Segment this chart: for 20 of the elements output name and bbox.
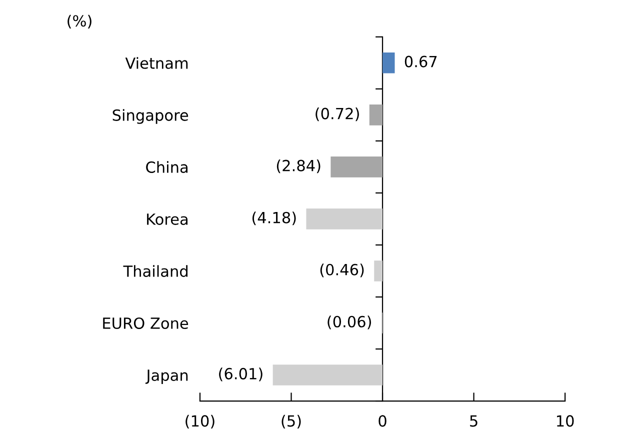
y-axis-title: (%) [68,14,92,28]
y-tick-label: Singapore [112,109,188,124]
y-tick-label: EURO Zone [103,317,188,330]
data-label: (0.46) [320,264,364,278]
y-tick-label: China [146,161,188,173]
x-tick-label: (10) [186,414,214,429]
y-tick-label: Vietnam [125,57,188,69]
y-tick-label: Thailand [123,265,188,277]
y-tick-label: Japan [145,370,188,384]
data-label: (0.72) [316,108,359,122]
data-label: (0.06) [328,316,371,330]
x-tick-label: 10 [557,415,574,427]
x-tick-label: (5) [282,414,301,429]
x-tick-label: 0 [378,415,386,427]
data-label: (2.84) [276,160,320,174]
data-label: (4.18) [252,212,296,226]
data-label: (6.01) [219,368,262,382]
x-tick-label: 5 [470,415,478,427]
y-tick-label: Korea [147,214,188,225]
data-label: 0.67 [404,56,437,68]
